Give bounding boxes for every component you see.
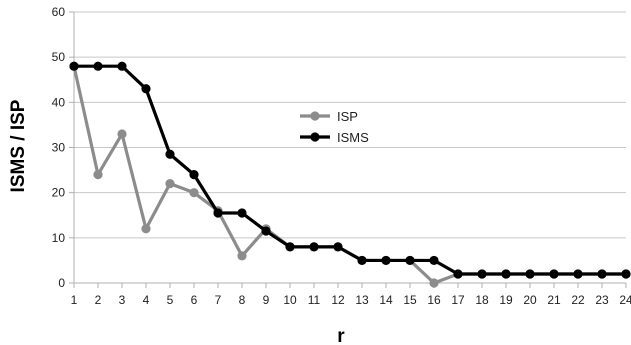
legend: ISP ISMS: [300, 109, 369, 145]
isms-line: [74, 64, 626, 276]
y-tick-label: 40: [52, 95, 66, 109]
isms-point: [621, 269, 631, 279]
x-tick-label: 24: [619, 293, 631, 307]
x-tick-label: 21: [547, 293, 561, 307]
x-tick-label: 14: [379, 293, 393, 307]
x-tick-label: 12: [331, 293, 345, 307]
x-tick-label: 1: [71, 293, 78, 307]
isms-point: [285, 242, 295, 252]
isp-point: [237, 251, 247, 261]
x-axis-title: r: [337, 326, 345, 345]
isms-point: [69, 61, 79, 71]
x-tick-label: 13: [355, 293, 369, 307]
isms-point: [117, 61, 127, 71]
isms-point: [141, 84, 151, 94]
x-tick-label: 20: [523, 293, 537, 307]
legend-marker-isp: [310, 111, 320, 121]
grid-lines: [74, 11, 626, 284]
isp-point: [93, 170, 103, 180]
x-tick-label: 23: [595, 293, 609, 307]
isms-point: [357, 255, 367, 266]
y-tick-label: 0: [58, 276, 65, 290]
isms-point: [501, 269, 511, 279]
isms-point: [309, 242, 319, 252]
isms-point: [525, 269, 535, 279]
isp-point: [117, 129, 127, 139]
isms-point: [333, 242, 343, 252]
x-tick-label: 19: [499, 293, 513, 307]
isp-point: [141, 224, 151, 234]
x-tick-label: 11: [308, 293, 321, 307]
isms-point: [213, 208, 223, 218]
x-tick-label: 10: [283, 293, 297, 307]
x-tick-label: 3: [119, 293, 126, 307]
isms-point: [237, 208, 247, 218]
legend-label-isp: ISP: [337, 109, 358, 124]
isms-point: [477, 269, 487, 279]
y-axis-title: ISMS / ISP: [8, 99, 29, 192]
y-axis-ticks: 0 10 20 30 40 50 60: [52, 5, 74, 290]
isp-point: [165, 179, 175, 189]
isms-point: [381, 255, 391, 266]
isp-point: [189, 188, 199, 198]
isms-point: [573, 269, 583, 279]
x-tick-label: 9: [263, 293, 270, 307]
legend-label-isms: ISMS: [337, 130, 369, 145]
isms-point: [405, 255, 415, 266]
y-tick-label: 10: [52, 231, 66, 245]
y-tick-label: 30: [52, 141, 66, 155]
isms-point: [549, 269, 559, 279]
x-tick-label: 6: [191, 293, 198, 307]
x-tick-label: 18: [475, 293, 489, 307]
isms-point: [597, 269, 607, 279]
x-tick-label: 22: [571, 293, 585, 307]
isms-point: [93, 61, 103, 71]
x-tick-label: 17: [451, 293, 465, 307]
x-tick-label: 2: [95, 293, 102, 307]
y-tick-label: 50: [52, 50, 66, 64]
isms-point: [261, 226, 271, 236]
isms-point: [165, 149, 175, 159]
isp-point: [429, 278, 439, 288]
x-tick-label: 8: [239, 293, 246, 307]
y-tick-label: 20: [52, 186, 66, 200]
y-tick-label: 60: [52, 5, 66, 19]
series-layer: [69, 61, 631, 288]
x-tick-label: 7: [215, 293, 222, 307]
x-tick-label: 4: [143, 293, 150, 307]
isms-point: [189, 170, 199, 180]
legend-marker-isms: [310, 132, 320, 142]
series-isms: [69, 61, 631, 279]
isms-point: [429, 255, 439, 266]
x-tick-label: 16: [427, 293, 441, 307]
x-axis-ticks: 1 2 3 4 5 6 7 8 9 10 11 12 13 14 15 16 17 18 19 20 21 22 23 24: [71, 283, 631, 307]
x-tick-label: 15: [403, 293, 417, 307]
isp-line: [72, 65, 626, 285]
x-tick-label: 5: [167, 293, 174, 307]
isms-point: [453, 269, 463, 279]
